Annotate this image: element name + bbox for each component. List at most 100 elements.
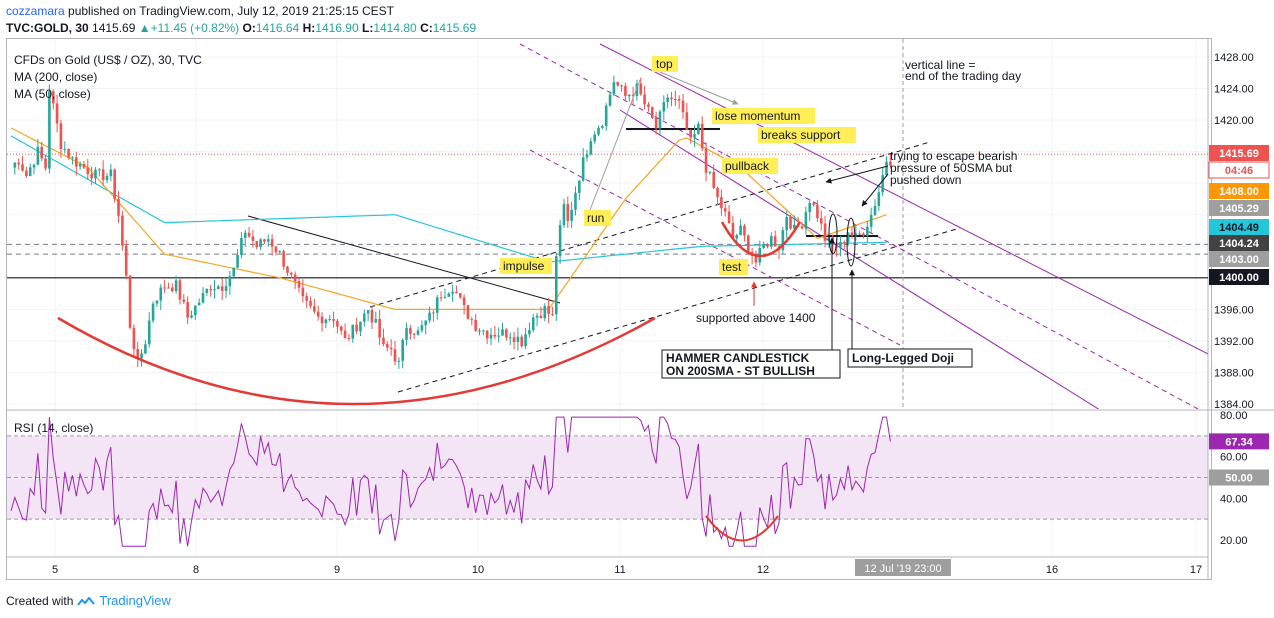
candle-body (362, 313, 366, 322)
label-escape-1: trying to escape bearish (890, 149, 1017, 163)
ohlc-line: TVC:GOLD, 30 1415.69 ▲+11.45 (+0.82%) O:… (6, 21, 476, 35)
candle-body (643, 94, 646, 105)
doji-ellipse (846, 217, 856, 267)
channel-upper (599, 43, 1208, 355)
candle-body (266, 239, 270, 242)
descending-channel (519, 43, 1208, 409)
candle-body (700, 123, 704, 149)
candle-body (697, 123, 700, 135)
candle-body (581, 157, 585, 181)
chart-frame[interactable] (6, 38, 1212, 580)
candle-body (601, 126, 604, 128)
label-test: test (722, 260, 742, 274)
footer-brand[interactable]: TradingView (99, 593, 171, 608)
symbol-label: TVC:GOLD, 30 (6, 21, 89, 35)
candle-body (593, 134, 596, 142)
rsi-tick-label: 20.00 (1220, 535, 1248, 547)
candle-body (140, 353, 143, 359)
candle-body (313, 306, 316, 312)
candle-body (693, 134, 696, 138)
rsi-band (7, 435, 1208, 520)
candle-body (873, 206, 877, 215)
candle-body (804, 212, 808, 229)
candle-body (808, 202, 812, 213)
candle-body (382, 337, 385, 345)
candle-body (505, 329, 508, 338)
candle-body (155, 300, 159, 304)
change-value: +11.45 (+0.82%) (150, 21, 240, 35)
candle-body (105, 175, 109, 181)
candle-body (17, 162, 20, 165)
candle-body (397, 360, 401, 362)
candle-body (217, 286, 220, 290)
price-badge-text: 1415.69 (1219, 148, 1259, 160)
candle-body (635, 83, 639, 96)
candle-body (240, 237, 243, 255)
candle-body (604, 105, 608, 127)
candle-body (309, 300, 312, 307)
rsi-badge (1209, 469, 1269, 486)
candle-body (128, 275, 132, 328)
candle-body (589, 141, 593, 155)
candle-body (13, 162, 17, 168)
rsi-legend: RSI (14, close) (14, 421, 93, 435)
candle-body (243, 232, 247, 238)
time-tick-label: 17 (1190, 564, 1202, 576)
candle-body (624, 86, 627, 97)
candle-body (405, 328, 408, 340)
horizontal-levels (7, 39, 1208, 409)
candle-body (493, 334, 497, 337)
close-value: 1415.69 (432, 21, 477, 35)
candle-body (762, 244, 765, 248)
candle-body (78, 164, 82, 167)
candle-body (554, 256, 558, 315)
candle-body (251, 236, 255, 242)
label-lose-momentum: lose momentum (715, 109, 800, 123)
candle-body (25, 170, 28, 177)
label-supported: supported above 1400 (696, 311, 816, 325)
candle-body (124, 245, 128, 276)
candle-body (439, 297, 443, 299)
candle-body (28, 167, 32, 177)
candle-body (689, 130, 692, 138)
candle-body (201, 292, 205, 303)
candle-body (677, 99, 681, 101)
candle-body (574, 192, 577, 210)
ma50-line (10, 127, 887, 310)
candle-body (247, 232, 251, 237)
candle-body (82, 164, 86, 168)
label-impulse: impulse (503, 259, 545, 273)
candle-body (535, 315, 539, 318)
label-bg-impulse (500, 258, 552, 274)
candle-body (608, 94, 612, 106)
candle-body (562, 204, 566, 226)
candle-body (497, 335, 500, 337)
rising-support-upper (369, 141, 931, 308)
label-hammer-1: HAMMER CANDLESTICK (666, 351, 810, 365)
candle-body (789, 217, 792, 229)
candle-body (458, 293, 462, 298)
author-link[interactable]: cozzamara (6, 4, 65, 18)
candle-body (858, 233, 861, 235)
candle-body (520, 336, 524, 347)
time-badge-bg (855, 559, 951, 576)
candle-body (620, 85, 623, 87)
price-tick-label: 1384.00 (1214, 399, 1254, 411)
price-badge (1209, 251, 1269, 267)
candle-body (889, 161, 892, 166)
channel-lower (619, 109, 1100, 409)
time-tick-label: 5 (52, 564, 58, 576)
candle-body (420, 325, 424, 331)
channel-mid-upper (519, 43, 1200, 409)
candle-body (113, 169, 116, 199)
candle-body (735, 235, 739, 239)
candle-body (731, 222, 735, 239)
candle-body (654, 117, 658, 129)
candle-body (236, 254, 239, 268)
label-bg-test (719, 259, 748, 275)
rsi-badge (1209, 433, 1269, 450)
candle-body (716, 187, 719, 198)
escape-arrow-1 (825, 165, 889, 184)
candle-body (86, 167, 90, 175)
